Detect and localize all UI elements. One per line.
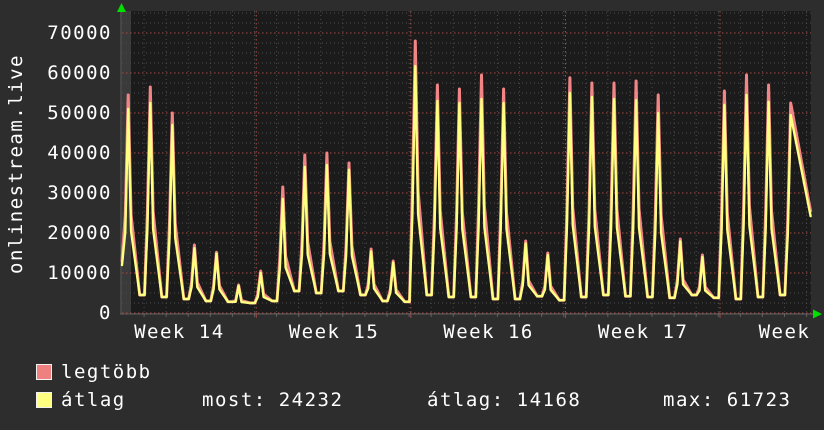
stat-max: max: 61723 [663, 389, 792, 411]
stat-atlag-label: átlag: [427, 389, 505, 411]
y-axis-label: 20000 [47, 222, 112, 244]
x-axis-label: Week [758, 321, 811, 343]
y-axis-label: 60000 [47, 62, 112, 84]
legend-item-legtobb: legtöbb [36, 361, 152, 383]
x-axis-label: Week 17 [597, 321, 689, 343]
series-line-atlag [120, 64, 812, 305]
x-axis-label: Week 15 [288, 321, 380, 343]
stat-atlag: átlag: 14168 [427, 389, 582, 411]
stat-max-label: max: [663, 389, 715, 411]
legend-label-atlag: átlag [61, 389, 126, 411]
y-axis-label: 10000 [47, 262, 112, 284]
y-axis-label: 50000 [47, 102, 112, 124]
stat-atlag-value: 14168 [516, 389, 582, 411]
stat-most-value: 24232 [278, 389, 344, 411]
x-axis-label: Week 16 [443, 321, 534, 343]
stat-most-label: most: [202, 389, 267, 411]
x-axis-arrow-icon [813, 309, 822, 319]
y-axis-label: 0 [99, 302, 112, 324]
legend-label-legtobb: legtöbb [61, 361, 152, 383]
legend-swatch-legtobb [36, 364, 52, 380]
legend-swatch-atlag [36, 392, 52, 408]
stat-max-value: 61723 [726, 389, 792, 411]
y-axis-label: 30000 [47, 182, 112, 204]
stat-most: most: 24232 [202, 389, 344, 411]
y-axis-arrow-icon [117, 3, 126, 12]
y-axis-label: 70000 [47, 22, 112, 44]
x-axis-label: Week 14 [134, 321, 225, 343]
y-axis-label: 40000 [47, 142, 112, 164]
legend-item-atlag: átlag [36, 389, 126, 411]
